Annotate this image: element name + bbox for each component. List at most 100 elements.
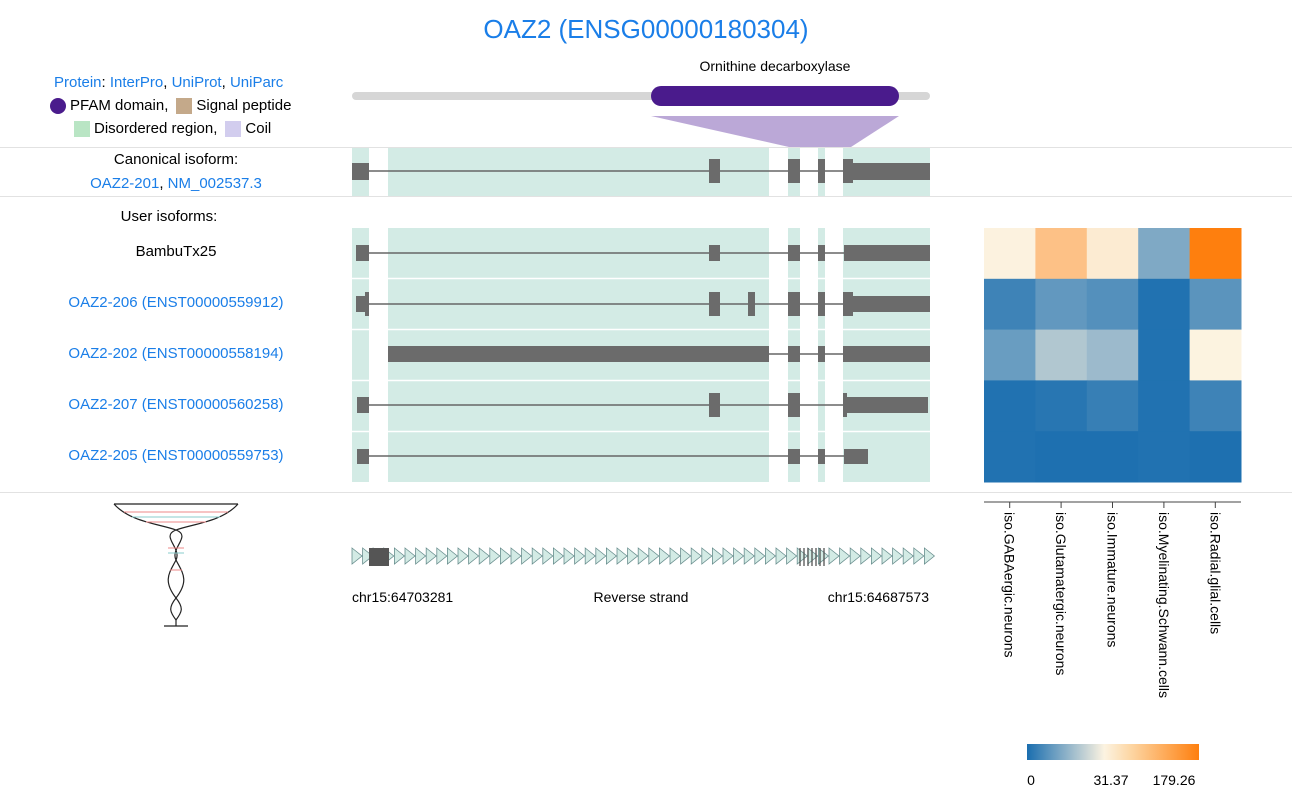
expression-heatmap: [984, 228, 1242, 483]
strand-arrow-icon: [828, 547, 840, 565]
refseq-link[interactable]: NM_002537.3: [167, 175, 262, 192]
heatmap-cell[interactable]: [1138, 278, 1191, 331]
exon: [357, 449, 369, 464]
strand-arrow-icon: [489, 547, 501, 565]
canonical-transcript-link[interactable]: OAZ2-201: [90, 175, 160, 192]
strand-arrow-icon: [627, 547, 639, 565]
heatmap-cell[interactable]: [1086, 278, 1139, 331]
strand-arrow-icon: [553, 547, 565, 565]
heatmap-cell[interactable]: [984, 329, 1036, 381]
heatmap-cell[interactable]: [1189, 431, 1242, 483]
protein-link[interactable]: Protein: [54, 74, 102, 91]
strand-arrow-icon: [796, 547, 808, 565]
heatmap-cell[interactable]: [984, 278, 1036, 331]
strand-exon: [369, 548, 389, 566]
strand-arrow-icon: [712, 547, 724, 565]
strand-arrow-icon: [754, 547, 766, 565]
heatmap-cell[interactable]: [1086, 431, 1139, 483]
heatmap-cell[interactable]: [984, 228, 1036, 280]
legend-coil: Coil: [245, 120, 272, 137]
strand-arrow-icon: [542, 547, 554, 565]
heatmap-cell[interactable]: [1086, 329, 1139, 381]
exon: [847, 397, 928, 413]
strand-arrow-icon: [637, 547, 649, 565]
heatmap-cell[interactable]: [1189, 329, 1242, 381]
canonical-sep: ,: [159, 175, 164, 192]
heatmap-cell[interactable]: [984, 380, 1036, 432]
strand-arrow-icon: [669, 547, 681, 565]
transcript-oaz2-206: [356, 292, 930, 316]
isoform-link-oaz2-206[interactable]: OAZ2-206 (ENST00000559912): [68, 294, 284, 311]
dna-icon: [113, 503, 239, 627]
strand-arrow-icon: [648, 547, 660, 565]
exon: [388, 346, 769, 362]
heatmap-cell[interactable]: [1138, 431, 1191, 483]
strand-arrow-icon: [924, 547, 936, 565]
heatmap-cell[interactable]: [1138, 228, 1191, 280]
legend-row-1: PFAM domain, Signal peptide: [50, 97, 291, 114]
page-title: OAZ2 (ENSG00000180304): [483, 14, 809, 44]
heatmap-cell[interactable]: [984, 431, 1036, 483]
strand-right-coord: chr15:64687573: [828, 589, 929, 605]
canonical-header: Canonical isoform:: [113, 151, 239, 168]
strand-arrow-icon: [892, 547, 904, 565]
heatmap-cell[interactable]: [1035, 431, 1088, 483]
divider: [0, 196, 1292, 197]
heatmap-cell[interactable]: [1035, 278, 1088, 331]
heatmap-cell[interactable]: [1189, 228, 1242, 280]
strand-arrow-icon: [563, 547, 575, 565]
protein-links: Protein: InterPro, UniProt, UniParc: [54, 74, 283, 91]
strand-arrow-icon: [404, 547, 416, 565]
shade-isoforms: [352, 228, 369, 482]
heatmap-column-label: iso.Myelinating.Schwann.cells: [1156, 512, 1172, 698]
strand-arrow-icon: [743, 547, 755, 565]
heatmap-cell[interactable]: [1086, 228, 1139, 280]
strand-arrow-icon: [606, 547, 618, 565]
strand-arrow-icon: [659, 547, 671, 565]
isoform-link-oaz2-207[interactable]: OAZ2-207 (ENST00000560258): [68, 396, 284, 413]
heatmap-column-label: iso.Immature.neurons: [1105, 512, 1121, 647]
strand-arrow-icon: [680, 547, 692, 565]
heatmap-cell[interactable]: [1138, 329, 1191, 381]
isoform-link-oaz2-202[interactable]: OAZ2-202 (ENST00000558194): [68, 345, 284, 362]
strand-arrow-icon: [394, 547, 406, 565]
strand-arrow-icon: [415, 547, 427, 565]
signal-swatch-icon: [176, 97, 193, 114]
heatmap-cell[interactable]: [1086, 380, 1139, 432]
isoform-link-oaz2-205[interactable]: OAZ2-205 (ENST00000559753): [68, 447, 284, 464]
strand-arrow-icon: [468, 547, 480, 565]
uniparc-link[interactable]: UniParc: [229, 74, 284, 91]
exon: [788, 393, 800, 417]
exon: [853, 163, 930, 180]
interpro-link[interactable]: InterPro: [109, 74, 164, 91]
heatmap-cell[interactable]: [1189, 278, 1242, 331]
exon: [709, 393, 720, 417]
heatmap-cell[interactable]: [1189, 380, 1242, 432]
heatmap-cell[interactable]: [1035, 228, 1088, 280]
legend-pfam: PFAM domain,: [70, 97, 169, 114]
strand-arrow-icon: [584, 547, 596, 565]
strand-arrow-icon: [839, 547, 851, 565]
heatmap-cell[interactable]: [1138, 380, 1191, 432]
heatmap-cell[interactable]: [1035, 380, 1088, 432]
divider: [0, 147, 1292, 148]
strand-arrow-icon: [765, 547, 777, 565]
pfam-domain-bar[interactable]: [651, 86, 899, 106]
strand-arrow-icon: [871, 547, 883, 565]
heatmap-column-label: iso.GABAergic.neurons: [1002, 512, 1018, 658]
exon: [788, 449, 800, 464]
heatmap-column-label: iso.Glutamatergic.neurons: [1053, 512, 1069, 675]
transcript-bambutx25: [356, 245, 930, 261]
exon: [843, 292, 853, 316]
row-separators: [352, 277, 930, 433]
strand-arrow-icon: [860, 547, 872, 565]
transcript-oaz2-202: [388, 346, 930, 362]
exon: [843, 346, 930, 362]
uniprot-link[interactable]: UniProt: [171, 74, 222, 91]
isoform-label-bambutx25: BambuTx25: [135, 243, 217, 260]
heatmap-x-ticks: iso.GABAergic.neurons iso.Glutamatergic.n…: [1002, 502, 1223, 698]
heatmap-cell[interactable]: [1035, 329, 1088, 381]
strand-arrow-icon: [510, 547, 522, 565]
strand-arrow-icon: [425, 547, 437, 565]
exon: [788, 245, 800, 261]
